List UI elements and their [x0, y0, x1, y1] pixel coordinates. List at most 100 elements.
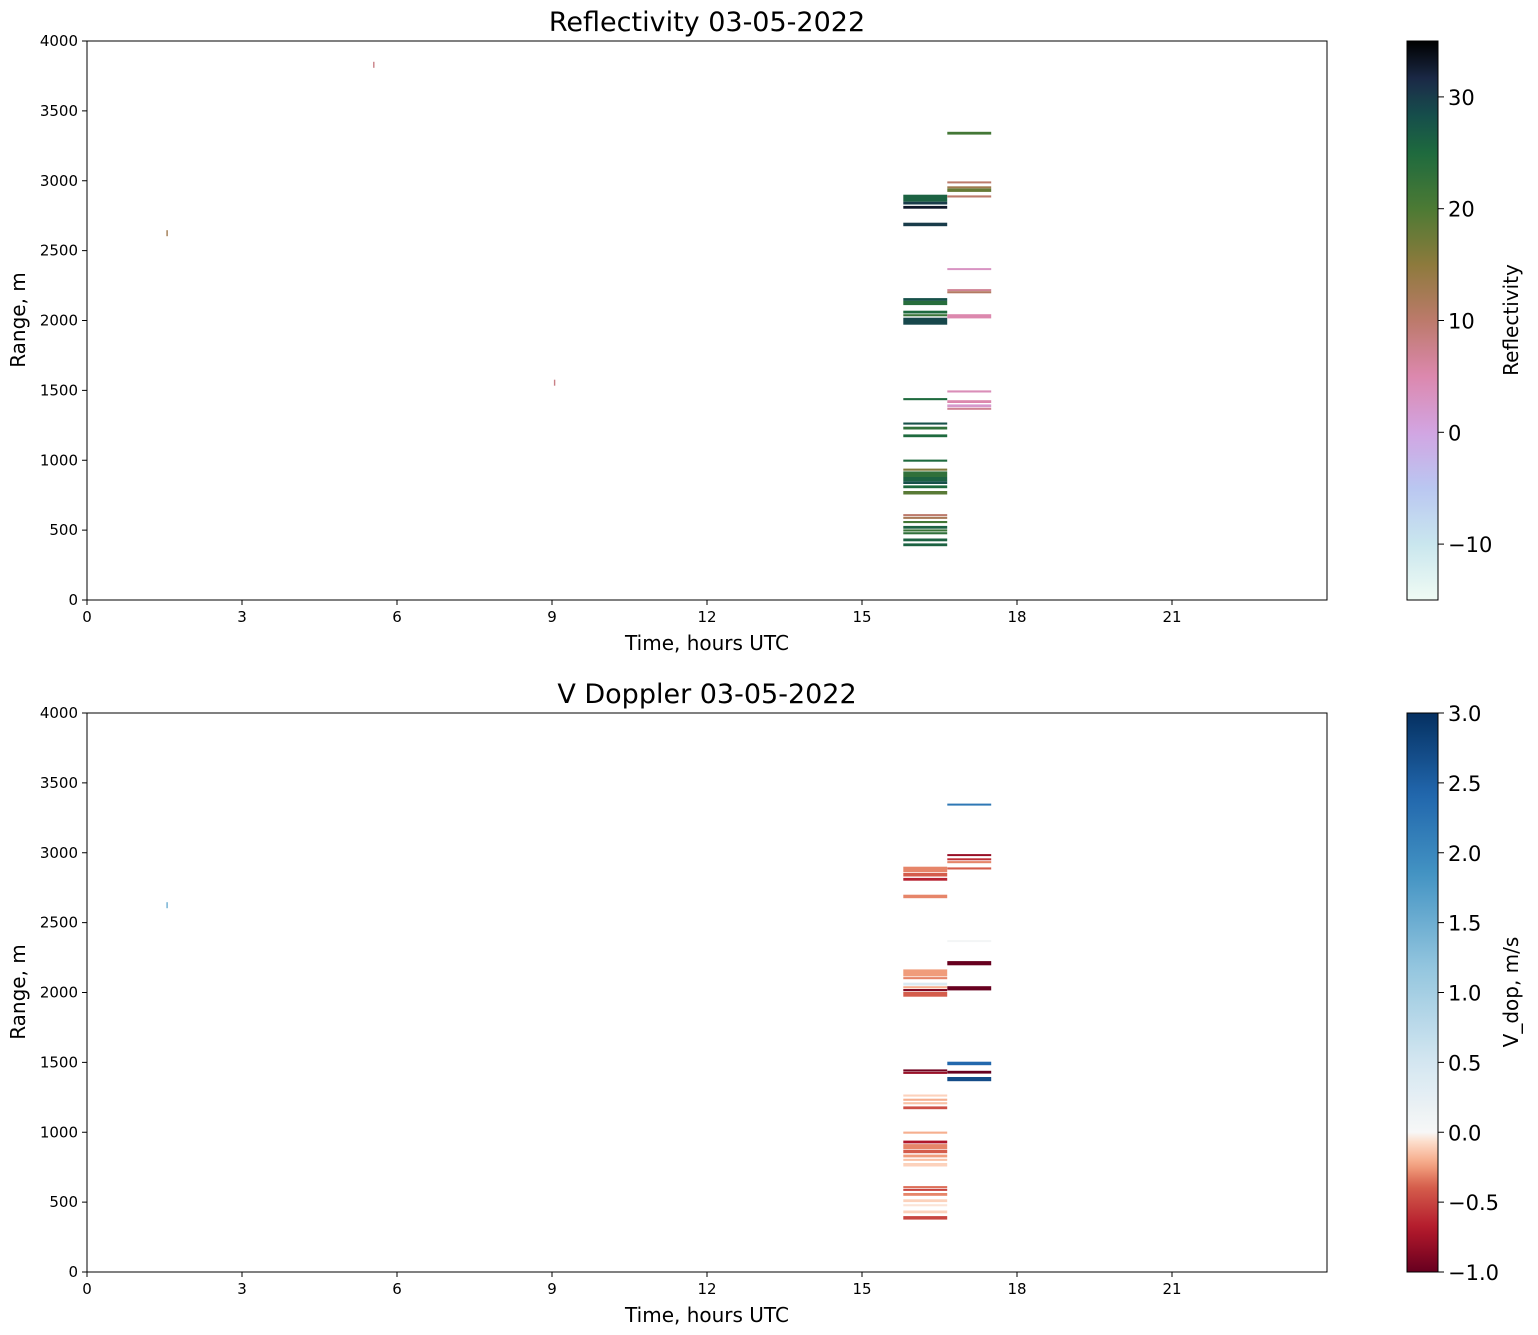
refl-cell: [947, 268, 992, 271]
vdop-cell: [903, 1158, 948, 1161]
refl-cell: [947, 188, 992, 192]
vdop-cell: [947, 1061, 992, 1066]
refl-cell: [903, 543, 948, 547]
vdop-cell: [903, 1154, 948, 1158]
vdoppler-title: V Doppler 03-05-2022: [557, 679, 856, 710]
refl-cell: [903, 532, 948, 535]
refl-cell: [903, 201, 948, 205]
x-tick-label: 3: [237, 608, 247, 626]
vdoppler-heatmap-cells: [166, 803, 992, 1220]
vdoppler-x-ticks: 0 3 6 9 12 15 18 21: [82, 1272, 1182, 1298]
y-tick-label: 2000: [40, 984, 78, 1002]
colorbar-tick-label: 0: [1448, 421, 1461, 445]
vdop-cell: [903, 866, 948, 873]
x-tick-label: 9: [547, 1280, 557, 1298]
reflectivity-colorbar-label: Reflectivity: [1499, 264, 1523, 376]
colorbar-tick-label: 1.0: [1448, 982, 1481, 1006]
y-tick-label: 2500: [40, 242, 78, 260]
vdop-cell: [903, 1186, 948, 1189]
vdop-cell: [903, 894, 948, 899]
refl-cell: [903, 422, 948, 425]
reflectivity-x-label: Time, hours UTC: [624, 631, 789, 655]
refl-cell: [903, 426, 948, 430]
vdop-cell: [947, 961, 992, 966]
vdop-speck: [166, 902, 168, 909]
vdop-cell: [903, 1131, 948, 1134]
refl-cell: [903, 298, 948, 301]
colorbar-tick-label: 1.5: [1448, 912, 1481, 936]
reflectivity-heatmap-cells: [166, 61, 992, 547]
reflectivity-panel: Reflectivity 03-05-2022 0 3 6 9 12 15 18 21 0 50…: [6, 7, 1523, 655]
vdop-cell: [947, 1070, 992, 1074]
vdoppler-colorbar-label: V_dop, m/s: [1499, 937, 1523, 1048]
vdop-cell: [903, 1094, 948, 1097]
vdop-cell: [903, 1069, 948, 1072]
vdop-cell: [903, 982, 948, 986]
x-tick-label: 15: [852, 1280, 871, 1298]
y-tick-label: 500: [49, 1193, 78, 1211]
y-tick-label: 0: [68, 591, 78, 609]
vdop-cell: [903, 1071, 948, 1074]
x-tick-label: 15: [852, 608, 871, 626]
refl-cell: [903, 529, 948, 532]
colorbar-tick-label: 0.0: [1448, 1121, 1481, 1145]
refl-cell: [903, 468, 948, 471]
reflectivity-x-ticks: 0 3 6 9 12 15 18 21: [82, 600, 1182, 626]
vdoppler-plot-area: [87, 713, 1327, 1272]
vdoppler-colorbar-ticks: −1.0 −0.5 0.0 0.5 1.0 1.5 2.0 2.5 3.0: [1438, 702, 1499, 1285]
vdop-cell: [903, 1204, 948, 1207]
y-tick-label: 1000: [40, 451, 78, 469]
x-tick-label: 0: [82, 608, 92, 626]
refl-cell: [903, 317, 948, 325]
x-tick-label: 0: [82, 1280, 92, 1298]
vdop-cell: [903, 986, 948, 989]
refl-cell: [947, 186, 992, 189]
refl-cell: [903, 491, 948, 495]
refl-cell: [903, 538, 948, 542]
refl-cell: [903, 471, 948, 477]
x-tick-label: 12: [697, 1280, 716, 1298]
vdop-cell: [903, 1163, 948, 1167]
vdop-cell: [903, 1216, 948, 1220]
reflectivity-y-label: Range, m: [6, 272, 30, 368]
vdoppler-panel: V Doppler 03-05-2022 0 3 6 9 12 15 18 21 0 500 10…: [6, 679, 1523, 1327]
vdop-cell: [903, 1140, 948, 1144]
refl-cell: [947, 181, 992, 184]
refl-cell: [903, 314, 948, 317]
reflectivity-plot-area: [87, 41, 1327, 600]
refl-speck: [373, 61, 375, 68]
refl-cell: [903, 310, 948, 314]
y-tick-label: 1500: [40, 381, 78, 399]
refl-cell: [903, 514, 948, 517]
colorbar-tick-label: 2.0: [1448, 842, 1481, 866]
vdop-cell: [903, 1149, 948, 1154]
vdop-cell: [903, 1098, 948, 1101]
vdop-cell: [903, 877, 948, 881]
x-tick-label: 3: [237, 1280, 247, 1298]
vdop-cell: [903, 1193, 948, 1196]
refl-cell: [947, 390, 992, 393]
y-tick-label: 3500: [40, 102, 78, 120]
y-tick-label: 2000: [40, 312, 78, 330]
vdop-cell: [903, 1106, 948, 1110]
colorbar-tick-label: 2.5: [1448, 772, 1481, 796]
vdoppler-colorbar: [1407, 713, 1438, 1272]
x-tick-label: 21: [1162, 1280, 1181, 1298]
vdop-cell: [903, 1102, 948, 1105]
vdop-cell: [947, 803, 992, 806]
vdop-cell: [903, 1144, 948, 1149]
y-tick-label: 3000: [40, 172, 78, 190]
x-tick-label: 18: [1007, 1280, 1026, 1298]
y-tick-label: 2500: [40, 914, 78, 932]
refl-cell: [903, 477, 948, 482]
y-tick-label: 1000: [40, 1123, 78, 1141]
reflectivity-colorbar-ticks: −10 0 10 20 30: [1438, 86, 1492, 557]
refl-cell: [903, 398, 948, 401]
vdoppler-y-ticks: 0 500 1000 1500 2000 2500 3000 3500 4000: [40, 704, 87, 1281]
colorbar-tick-label: 20: [1448, 198, 1475, 222]
x-tick-label: 6: [392, 608, 402, 626]
colorbar-tick-label: −10: [1448, 533, 1492, 557]
reflectivity-colorbar: [1407, 41, 1438, 600]
reflectivity-y-ticks: 0 500 1000 1500 2000 2500 3000 3500 4000: [40, 32, 87, 609]
